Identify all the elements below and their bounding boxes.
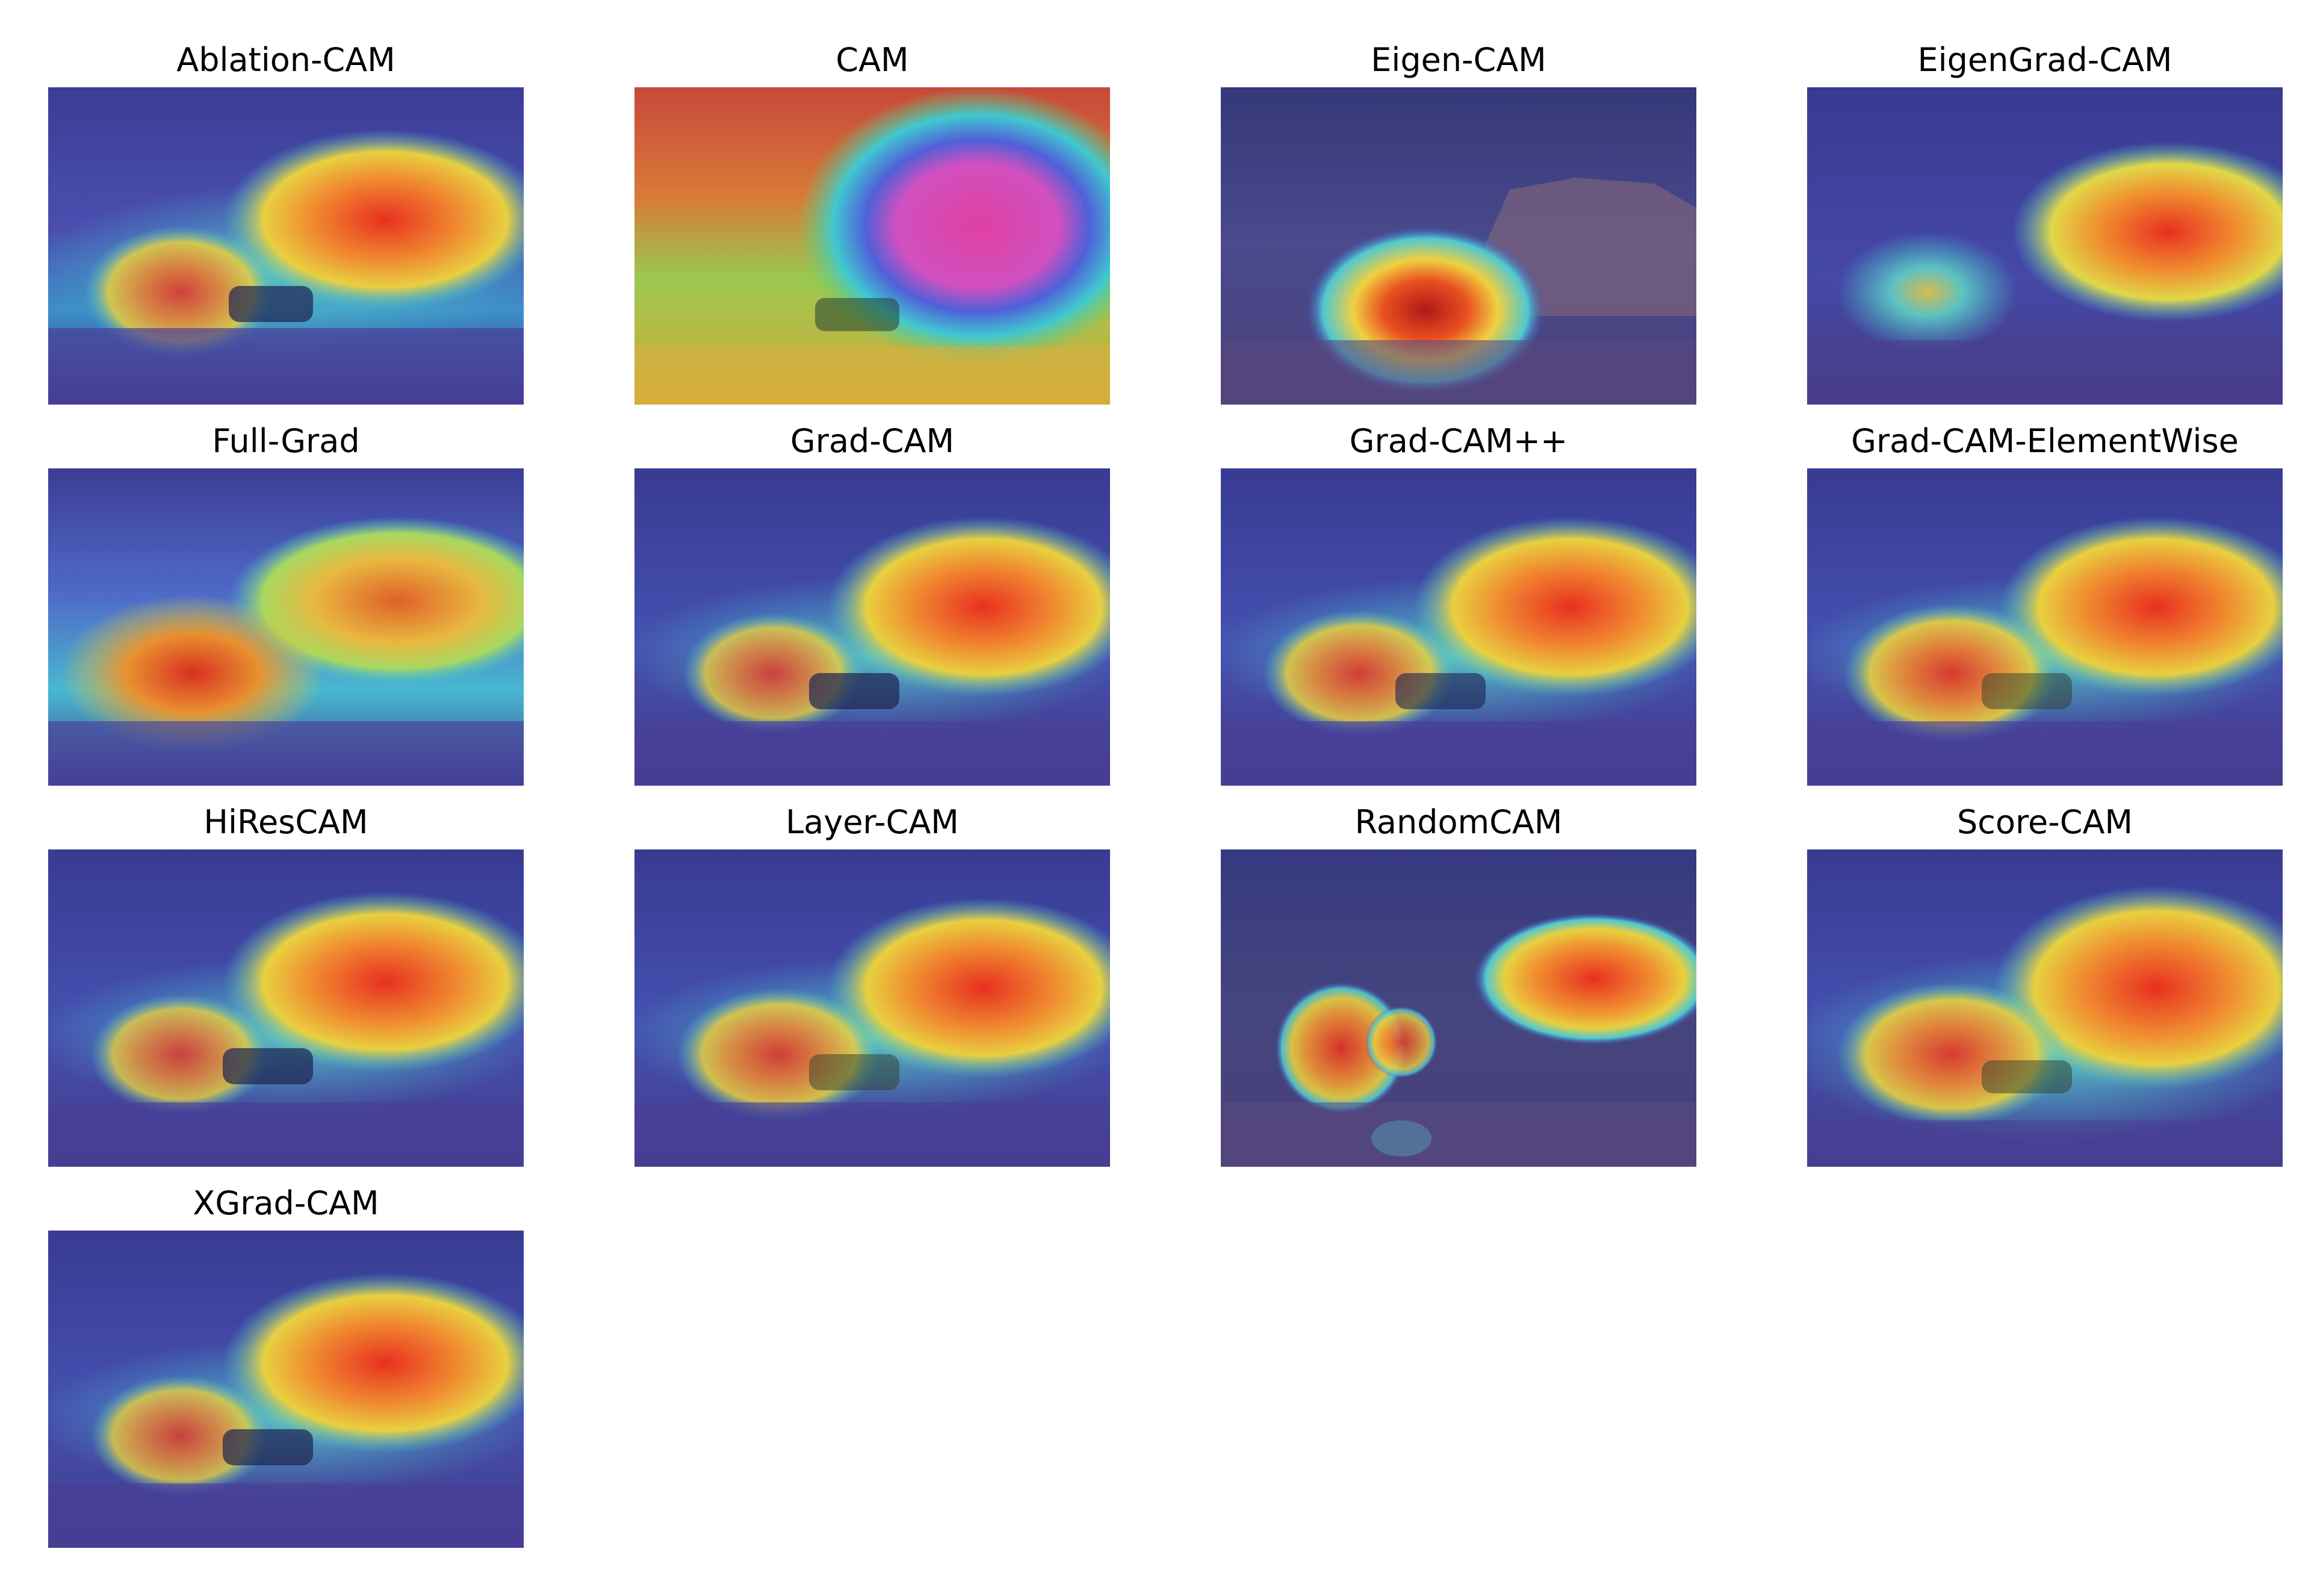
heatmap-svg (48, 849, 524, 1167)
heatmap-image (634, 849, 1110, 1167)
heatmap-svg (634, 849, 1110, 1167)
heatmap-image (1221, 468, 1696, 786)
heatmap-image (634, 468, 1110, 786)
panel-title: Ablation-CAM (176, 41, 395, 79)
heatmap-image (48, 849, 524, 1167)
heatmap-svg (48, 87, 524, 405)
heatmap-image (1221, 849, 1696, 1167)
heatmap-image (634, 87, 1110, 405)
heatmap-svg (634, 468, 1110, 786)
heatmap-svg (1807, 468, 2283, 786)
heatmap-svg (634, 87, 1110, 405)
panel-title: Layer-CAM (786, 803, 959, 841)
panel-title: Eigen-CAM (1371, 41, 1546, 79)
heatmap-image (48, 1231, 524, 1548)
panel-title: Grad-CAM (790, 422, 955, 460)
panel-title: Full-Grad (212, 422, 360, 460)
heatmap-image (1807, 468, 2283, 786)
panel-title: XGrad-CAM (193, 1184, 379, 1222)
panel-title: Grad-CAM-ElementWise (1851, 422, 2239, 460)
panel-title: CAM (836, 41, 909, 79)
panel-title: Grad-CAM++ (1349, 422, 1568, 460)
heatmap-image (48, 468, 524, 786)
panel-title: RandomCAM (1354, 803, 1563, 841)
panel-title: HiResCAM (203, 803, 368, 841)
heatmap-svg (48, 1231, 524, 1548)
heatmap-image (1807, 849, 2283, 1167)
panel-title: Score-CAM (1957, 803, 2133, 841)
heatmap-svg (1221, 468, 1696, 786)
panel-title: EigenGrad-CAM (1917, 41, 2173, 79)
heatmap-image (1221, 87, 1696, 405)
heatmap-svg (1807, 87, 2283, 405)
heatmap-svg (48, 468, 524, 786)
heatmap-image (48, 87, 524, 405)
heatmap-svg (1221, 849, 1696, 1167)
heatmap-svg (1221, 87, 1696, 405)
heatmap-image (1807, 87, 2283, 405)
heatmap-svg (1807, 849, 2283, 1167)
